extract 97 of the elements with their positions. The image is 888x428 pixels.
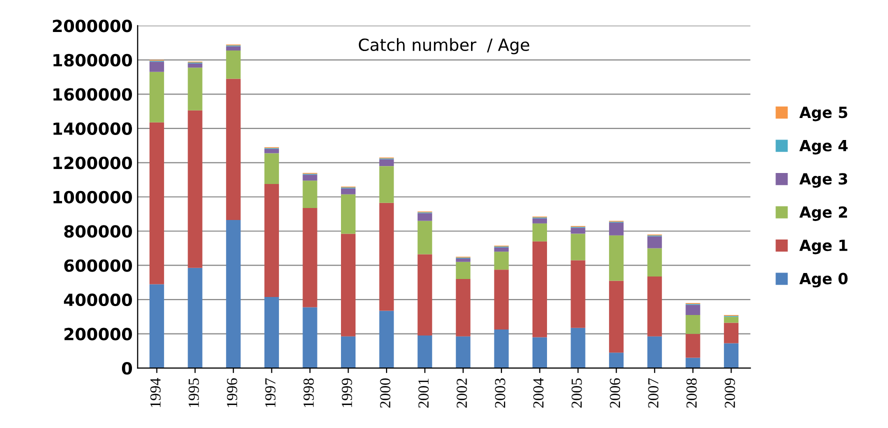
- y-tick-label: 200000: [64, 328, 132, 340]
- bar: [532, 241, 548, 338]
- bar: [418, 336, 432, 368]
- bar: [456, 262, 470, 280]
- bar: [379, 166, 394, 203]
- bar: [456, 279, 470, 336]
- bar: [647, 336, 662, 368]
- bar: [724, 316, 738, 323]
- bar: [494, 330, 509, 368]
- x-tick-label: 2005: [572, 378, 582, 408]
- y-tick-label: 0: [122, 362, 132, 375]
- x-tick-label: 2001: [418, 378, 429, 408]
- bar: [494, 270, 509, 330]
- x-tick-label: 2008: [686, 378, 697, 408]
- bar: [302, 208, 318, 308]
- x-tick-label: 2007: [648, 378, 658, 408]
- bar: [379, 310, 394, 368]
- bar: [686, 334, 700, 358]
- bar: [302, 174, 318, 181]
- bar: [609, 352, 624, 368]
- bar: [609, 235, 624, 281]
- x-tick-label: 1998: [303, 378, 314, 408]
- y-tick-label: 1400000: [53, 122, 132, 135]
- bar: [686, 315, 700, 334]
- y-tick-label: 800000: [64, 225, 132, 238]
- bar: [647, 276, 662, 336]
- bar: [570, 260, 586, 328]
- bar: [570, 228, 586, 234]
- bar: [264, 153, 279, 184]
- bar: [226, 220, 241, 368]
- y-tick-label: 1800000: [53, 54, 132, 66]
- bar: [570, 234, 586, 260]
- x-tick-label: 2002: [456, 378, 467, 408]
- bar: [418, 254, 432, 336]
- bar: [150, 122, 164, 284]
- y-tick-label: 1600000: [53, 88, 132, 101]
- bar: [264, 184, 279, 298]
- legend-label: Age 5: [799, 106, 848, 122]
- legend-label: Age 3: [799, 173, 848, 188]
- bar: [302, 307, 318, 368]
- bar: [226, 50, 241, 79]
- text: Catch number / Age: [358, 38, 530, 54]
- bar: [494, 252, 509, 270]
- bar: [226, 78, 241, 220]
- bar: [188, 63, 202, 68]
- bar: [188, 68, 202, 110]
- legend-label: Age 1: [799, 240, 848, 254]
- bar: [188, 268, 202, 368]
- bar: [570, 328, 586, 368]
- x-tick-label: 2006: [610, 378, 620, 408]
- bar: [609, 222, 624, 236]
- bar: [302, 180, 318, 208]
- bar: [724, 322, 738, 344]
- bar: [150, 284, 164, 368]
- bar: [340, 188, 356, 194]
- legend-label: Age 4: [799, 140, 848, 154]
- bar: [379, 159, 394, 166]
- bar: [340, 194, 356, 234]
- legend-label: Age 2: [799, 206, 848, 221]
- bar: [264, 148, 279, 154]
- x-tick-label: 1999: [342, 378, 352, 408]
- bar: [647, 236, 662, 248]
- bar: [724, 343, 738, 368]
- y-tick-label: 1000000: [53, 190, 132, 204]
- y-tick-label: 2000000: [52, 20, 132, 32]
- x-tick-label: 2009: [724, 378, 736, 408]
- x-tick-label: 2003: [494, 378, 506, 408]
- bar: [418, 213, 432, 221]
- bar: [418, 220, 432, 254]
- bar: [532, 337, 548, 368]
- bar: [686, 304, 700, 316]
- bar: [226, 46, 241, 51]
- bar: [379, 202, 394, 311]
- bar: [532, 218, 548, 224]
- bar: [494, 247, 509, 252]
- x-tick-label: 1997: [265, 378, 276, 408]
- bar: [188, 110, 202, 268]
- bar: [150, 62, 164, 72]
- bar: [647, 248, 662, 276]
- bar: [456, 336, 470, 368]
- bar: [340, 234, 356, 336]
- y-tick-label: 600000: [64, 259, 132, 272]
- bar: [340, 336, 356, 368]
- legend-label: Age 0: [799, 272, 848, 288]
- x-tick-label: 2000: [380, 378, 390, 408]
- bar: [532, 223, 548, 242]
- x-tick-label: 1996: [226, 378, 238, 408]
- bar: [609, 280, 624, 353]
- y-tick-label: 1200000: [53, 156, 132, 170]
- bar: [150, 72, 164, 122]
- x-tick-label: 2004: [533, 378, 544, 408]
- y-tick-label: 400000: [64, 294, 132, 306]
- bar: [456, 258, 470, 262]
- x-tick-label: 1994: [150, 378, 161, 408]
- x-tick-label: 1995: [188, 378, 199, 408]
- bar: [686, 358, 700, 368]
- bar: [264, 297, 279, 368]
